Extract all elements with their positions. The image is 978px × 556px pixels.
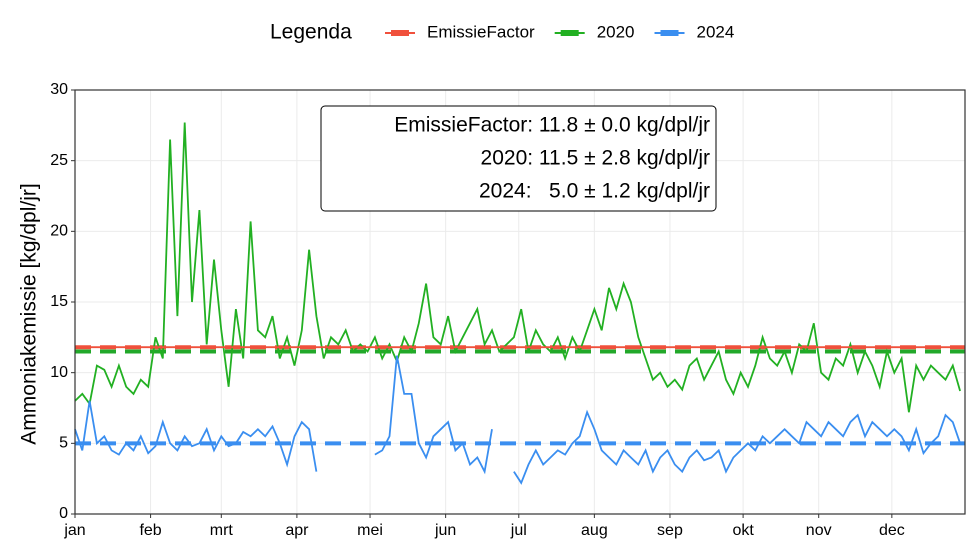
annotation-text: 2020: 11.5 ± 2.8 kg/dpl/jr	[481, 147, 710, 170]
x-tick-label: okt	[732, 522, 754, 539]
x-tick-label: feb	[139, 522, 161, 539]
legend-key-dash	[660, 30, 679, 36]
y-tick-label: 5	[59, 435, 68, 452]
x-tick-label: nov	[806, 522, 832, 539]
annotation-frame	[320, 105, 717, 212]
x-tick-label: apr	[285, 522, 309, 539]
x-tick-label: aug	[581, 522, 608, 539]
y-tick-label: 30	[50, 81, 68, 98]
series-line	[74, 122, 961, 413]
plot-frame	[74, 89, 966, 515]
legend-label: EmissieFactor	[427, 22, 535, 41]
x-tick-label: dec	[879, 522, 905, 539]
annotation-box: EmissieFactor: 11.8 ± 0.0 kg/dpl/jr 2020:…	[320, 105, 717, 212]
series-line	[74, 355, 961, 485]
x-tick-label: jul	[510, 522, 527, 539]
y-tick-label: 15	[50, 293, 68, 310]
legend-label: 2024	[697, 22, 735, 41]
annotation-text: EmissieFactor: 11.8 ± 0.0 kg/dpl/jr	[394, 114, 710, 137]
annotation-text: 2024: 5.0 ± 1.2 kg/dpl/jr	[479, 180, 710, 203]
y-tick-label: 0	[59, 505, 68, 522]
x-tick-label: mrt	[210, 522, 234, 539]
legend-key-dash	[560, 30, 579, 36]
y-axis-label: Ammoniakemissie [kg/dpl/jr]	[18, 183, 41, 444]
x-tick-label: mei	[357, 522, 383, 539]
y-tick-label: 25	[50, 152, 68, 169]
x-tick-label: jun	[434, 522, 456, 539]
x-tick-label: sep	[657, 522, 683, 539]
legend-label: 2020	[597, 22, 635, 41]
y-tick-label: 20	[50, 223, 68, 240]
legend-title: Legenda	[270, 21, 352, 44]
legend-key-dash	[391, 30, 409, 36]
x-tick-label: jan	[63, 522, 85, 539]
y-tick-label: 10	[50, 364, 68, 381]
